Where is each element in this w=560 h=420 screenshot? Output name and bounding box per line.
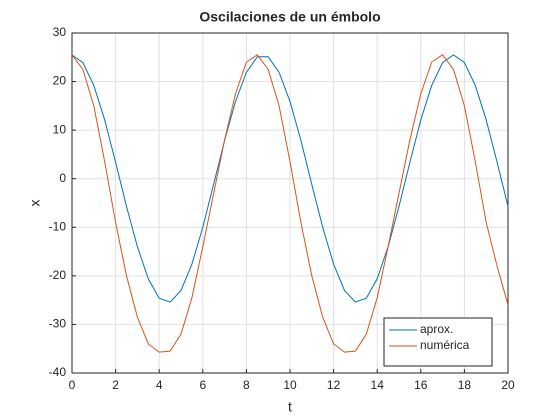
legend-label: aprox. [420, 322, 453, 336]
x-tick-label: 6 [199, 378, 206, 392]
x-tick-label: 10 [283, 378, 297, 392]
x-tick-label: 20 [501, 378, 515, 392]
y-tick-label: 10 [53, 122, 67, 136]
x-tick-label: 0 [69, 378, 76, 392]
x-tick-label: 8 [243, 378, 250, 392]
x-tick-label: 4 [156, 378, 163, 392]
legend-label: numérica [420, 338, 470, 352]
x-tick-label: 16 [414, 378, 428, 392]
x-tick-label: 2 [112, 378, 119, 392]
y-tick-label: 30 [53, 25, 67, 39]
y-tick-label: -30 [49, 317, 67, 331]
x-tick-label: 12 [327, 378, 341, 392]
series-line [71, 54, 509, 353]
chart-title: Oscilaciones de un émbolo [199, 9, 380, 25]
x-tick-label: 14 [371, 378, 385, 392]
x-axis-label: t [288, 399, 292, 415]
series-line [71, 54, 509, 303]
y-tick-label: -40 [49, 365, 67, 379]
x-tick-label: 18 [458, 378, 472, 392]
y-tick-label: -20 [49, 268, 67, 282]
y-tick-label: -10 [49, 219, 67, 233]
y-axis-label: x [27, 200, 43, 207]
y-tick-label: 0 [59, 171, 66, 185]
y-tick-label: 20 [53, 74, 67, 88]
legend-box [383, 317, 493, 367]
axes-box [71, 32, 509, 374]
